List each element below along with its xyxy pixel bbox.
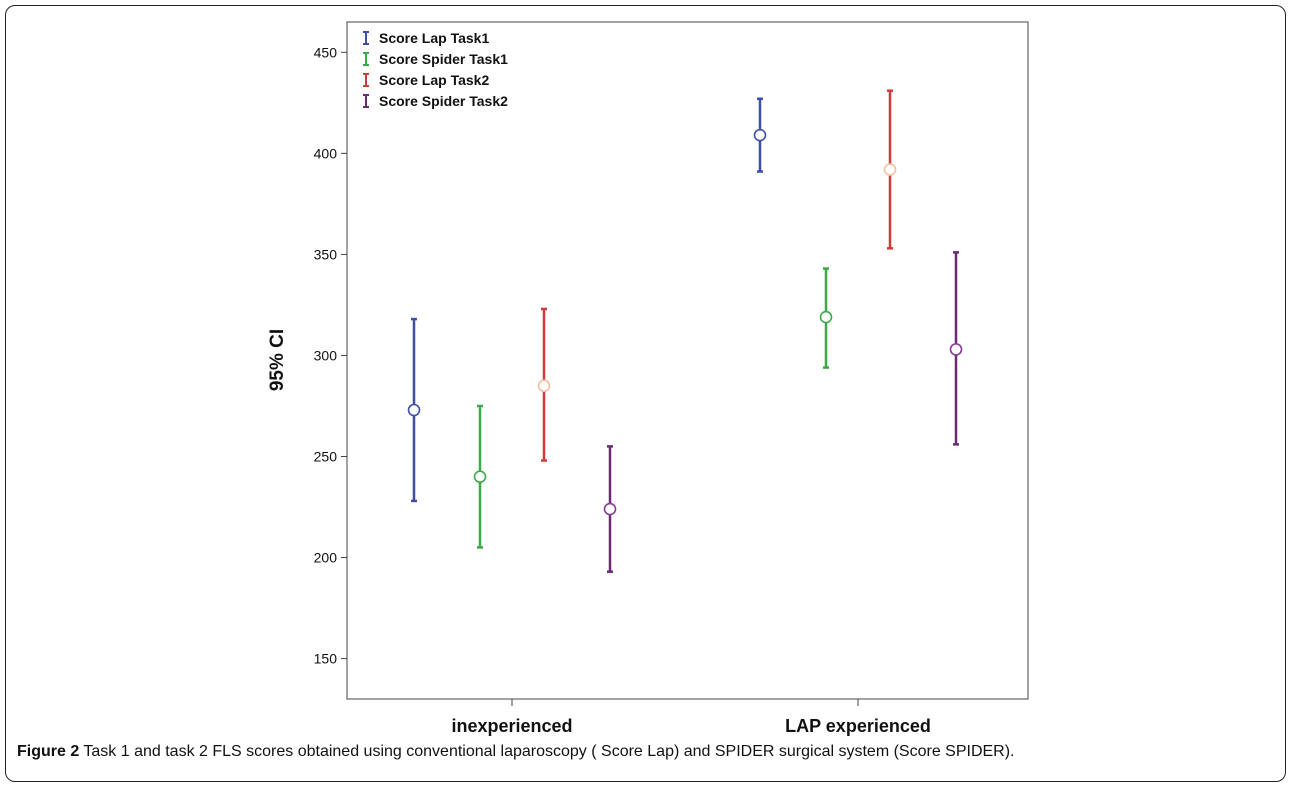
caption-label: Figure 2 xyxy=(17,743,80,760)
error-bar xyxy=(537,307,551,462)
figure-frame xyxy=(5,5,1286,782)
error-bars xyxy=(407,89,963,573)
mean-marker xyxy=(537,379,551,393)
legend: Score Lap Task1 Score Spider Task1 Score L… xyxy=(363,30,508,109)
error-bar xyxy=(819,267,833,369)
legend-item: Score Lap Task2 xyxy=(363,72,489,88)
legend-label: Score Spider Task2 xyxy=(379,93,508,109)
mean-marker xyxy=(949,343,963,356)
y-axis-label: 95% CI xyxy=(267,329,288,391)
mean-marker xyxy=(883,163,897,176)
y-tick-label: 450 xyxy=(314,44,338,60)
legend-item: Score Spider Task1 xyxy=(363,51,508,67)
legend-item: Score Lap Task1 xyxy=(363,30,489,46)
y-tick-label: 200 xyxy=(314,550,338,566)
error-bar xyxy=(949,251,963,446)
error-bar xyxy=(407,317,421,503)
y-axis: 150 200 250 300 350 400 450 xyxy=(314,44,347,667)
legend-label: Score Lap Task1 xyxy=(379,30,489,46)
y-tick-label: 150 xyxy=(314,651,338,667)
x-axis: inexperienced LAP experienced xyxy=(451,699,931,736)
error-bar xyxy=(883,89,897,250)
mean-marker xyxy=(819,310,833,324)
y-tick-label: 300 xyxy=(314,347,338,363)
mean-marker xyxy=(603,502,617,516)
mean-marker xyxy=(407,403,421,417)
x-tick-label: inexperienced xyxy=(451,716,572,736)
legend-label: Score Lap Task2 xyxy=(379,72,489,88)
y-tick-label: 350 xyxy=(314,246,338,262)
legend-item: Score Spider Task2 xyxy=(363,93,508,109)
y-tick-label: 250 xyxy=(314,448,338,464)
y-tick-label: 400 xyxy=(314,145,338,161)
mean-marker xyxy=(473,470,487,484)
x-tick-label: LAP experienced xyxy=(785,716,931,736)
error-bar xyxy=(473,404,487,549)
figure-caption: Figure 2 Task 1 and task 2 FLS scores ob… xyxy=(17,743,1277,761)
mean-marker xyxy=(753,128,767,142)
caption-text: Task 1 and task 2 FLS scores obtained us… xyxy=(79,743,1015,760)
legend-label: Score Spider Task1 xyxy=(379,51,508,67)
error-bar xyxy=(753,97,767,173)
plot-area xyxy=(346,21,1029,700)
error-bar xyxy=(603,445,617,573)
